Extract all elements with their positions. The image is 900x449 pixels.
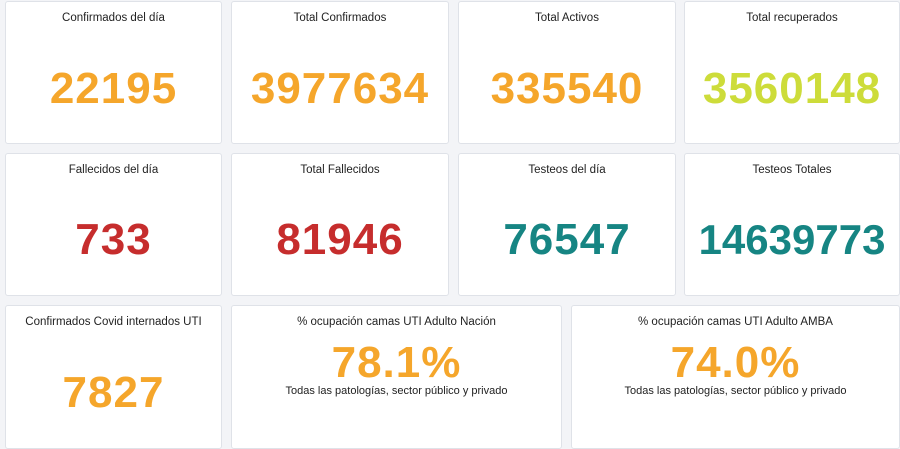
- card-subtitle: Todas las patologías, sector público y p…: [624, 385, 847, 397]
- card-value: 3977634: [250, 64, 430, 113]
- card-title: Confirmados del día: [62, 12, 165, 24]
- card-title: Testeos del día: [528, 164, 606, 176]
- card-title: Total Confirmados: [293, 12, 387, 24]
- card-title: Total Fallecidos: [300, 164, 380, 176]
- card-value: 78.1%: [331, 338, 462, 387]
- card-title: Total recuperados: [746, 12, 838, 24]
- card-title: Testeos Totales: [752, 164, 832, 176]
- total-tests-card: Testeos Totales 14639773: [684, 153, 900, 296]
- card-title: % ocupación camas UTI Adulto Nación: [297, 316, 496, 328]
- tests-today-card: Testeos del día 76547: [458, 153, 676, 296]
- deaths-today-card: Fallecidos del día 733: [5, 153, 222, 296]
- total-recovered-card: Total recuperados 3560148: [684, 1, 900, 144]
- card-value: 74.0%: [670, 338, 801, 387]
- uti-covid-card: Confirmados Covid internados UTI 7827: [5, 305, 222, 449]
- card-title: Confirmados Covid internados UTI: [25, 316, 202, 328]
- card-value: 3560148: [702, 64, 882, 113]
- card-title: Fallecidos del día: [68, 164, 159, 176]
- card-subtitle: Todas las patologías, sector público y p…: [285, 385, 508, 397]
- card-title: Total Activos: [535, 12, 599, 24]
- card-value: 335540: [490, 64, 644, 113]
- total-confirmed-card: Total Confirmados 3977634: [231, 1, 449, 144]
- card-value: 7827: [62, 368, 165, 417]
- card-value: 76547: [503, 215, 631, 264]
- total-active-card: Total Activos 335540: [458, 1, 676, 144]
- confirmed-today-card: Confirmados del día 22195: [5, 1, 222, 144]
- card-title: % ocupación camas UTI Adulto AMBA: [638, 316, 833, 328]
- uti-occupancy-nacion-card: % ocupación camas UTI Adulto Nación 78.1…: [231, 305, 562, 449]
- card-value: 81946: [276, 215, 404, 264]
- card-value: 14639773: [698, 216, 886, 263]
- uti-occupancy-amba-card: % ocupación camas UTI Adulto AMBA 74.0% …: [571, 305, 900, 449]
- card-value: 733: [75, 215, 152, 264]
- total-deaths-card: Total Fallecidos 81946: [231, 153, 449, 296]
- card-value: 22195: [49, 64, 178, 113]
